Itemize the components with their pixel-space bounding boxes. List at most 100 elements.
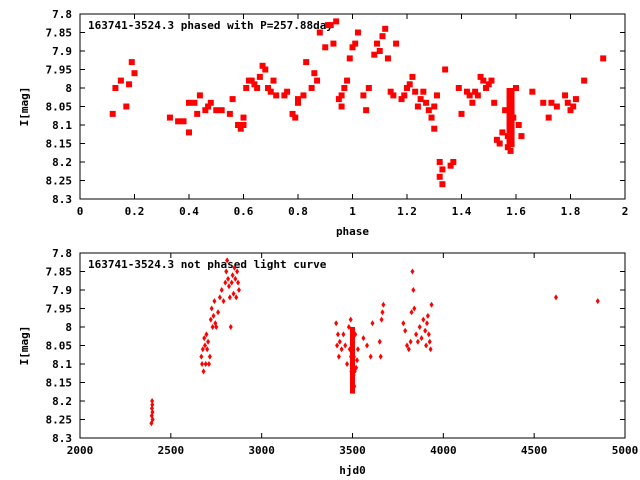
chart-1-y-tick-label: 8.15 bbox=[46, 377, 73, 390]
chart-1-data-point bbox=[350, 383, 355, 390]
chart-1-data-point bbox=[401, 320, 406, 327]
chart-0-data-point bbox=[284, 88, 291, 95]
chart-0-data-point bbox=[414, 103, 421, 110]
chart-0-data-point bbox=[483, 85, 490, 91]
chart-0-data-point bbox=[469, 99, 476, 106]
chart-0-data-point bbox=[243, 85, 250, 91]
chart-0-data-point bbox=[401, 92, 408, 99]
chart-1-data-point bbox=[199, 353, 204, 360]
chart-0-x-tick-label: 0.4 bbox=[179, 205, 199, 218]
chart-0-x-tick-label: 2 bbox=[622, 205, 629, 218]
chart-0-data-point bbox=[404, 85, 410, 91]
chart-1-y-tick-label: 7.9 bbox=[52, 284, 72, 297]
chart-1-data-point bbox=[355, 357, 360, 364]
chart-1-data-point bbox=[379, 316, 384, 323]
chart-1-data-point bbox=[150, 398, 155, 404]
chart-0-data-point bbox=[256, 73, 263, 80]
chart-1-y-tick-label: 7.8 bbox=[52, 247, 72, 260]
chart-1-data-point bbox=[377, 338, 382, 345]
chart-1-data-point bbox=[201, 368, 206, 375]
chart-0-data-point bbox=[251, 81, 258, 88]
chart-1-data-point bbox=[204, 331, 209, 338]
chart-0-data-point bbox=[240, 122, 247, 128]
chart-0-data-point bbox=[455, 85, 462, 91]
chart-0-y-tick-label: 8.1 bbox=[52, 119, 72, 132]
chart-0-data-point bbox=[273, 92, 280, 99]
chart-0-data-point bbox=[581, 77, 588, 84]
chart-0-y-axis-label: I[mag] bbox=[18, 87, 31, 127]
chart-0-x-tick-label: 0.8 bbox=[288, 205, 308, 218]
chart-1-data-point bbox=[221, 298, 226, 305]
chart-0-data-point bbox=[131, 70, 138, 77]
chart-1-y-tick-label: 8.05 bbox=[46, 340, 73, 353]
chart-0-data-point bbox=[346, 55, 353, 62]
chart-0-data-point bbox=[513, 85, 519, 91]
chart-1-data-point bbox=[339, 346, 344, 353]
chart-0-data-point bbox=[354, 29, 361, 36]
chart-0-data-point bbox=[205, 103, 212, 110]
chart-0-data-point bbox=[406, 81, 413, 88]
chart-1-data-point bbox=[212, 298, 217, 305]
chart-1-x-tick-label: 5000 bbox=[612, 444, 639, 457]
chart-0-data-point bbox=[248, 77, 255, 84]
chart-1-data-point bbox=[351, 353, 356, 360]
chart-0-data-point bbox=[384, 55, 391, 62]
chart-0-data-point bbox=[529, 88, 536, 95]
chart-0-data-point bbox=[267, 88, 274, 95]
chart-0-data-point bbox=[393, 40, 400, 47]
chart-1-data-point bbox=[370, 320, 375, 327]
chart-1-data-point bbox=[365, 342, 370, 349]
chart-1-y-axis-label: I[mag] bbox=[18, 326, 31, 366]
chart-1-data-point bbox=[210, 324, 215, 330]
chart-1-data-point bbox=[410, 268, 415, 275]
chart-1-x-tick-label: 4000 bbox=[430, 444, 457, 457]
chart-1-data-point bbox=[337, 338, 342, 345]
chart-1-data-point bbox=[228, 324, 233, 330]
chart-0-x-tick-label: 0.2 bbox=[125, 205, 145, 218]
chart-0-data-point bbox=[562, 92, 569, 99]
chart-1-data-point bbox=[414, 331, 419, 338]
chart-1-data-point bbox=[225, 257, 230, 264]
chart-1-data-point bbox=[346, 324, 351, 330]
chart-0-data-point bbox=[600, 55, 607, 62]
chart-1-y-tick-label: 7.95 bbox=[46, 303, 73, 316]
chart-1-data-point bbox=[226, 283, 231, 290]
chart-1-data-point bbox=[349, 375, 354, 382]
chart-1-data-point bbox=[334, 320, 339, 327]
chart-0-data-point bbox=[109, 110, 116, 117]
chart-0-data-point bbox=[338, 103, 345, 110]
chart-0-y-tick-label: 8 bbox=[65, 82, 72, 95]
chart-0-x-tick-label: 1.2 bbox=[397, 205, 417, 218]
chart-0-x-tick-label: 1.6 bbox=[506, 205, 526, 218]
chart-1-data-point bbox=[226, 275, 231, 282]
chart-1-data-point bbox=[231, 290, 236, 297]
chart-1-y-tick-label: 8 bbox=[65, 321, 72, 334]
chart-0-data-point bbox=[196, 92, 203, 99]
chart-1-data-point bbox=[203, 361, 208, 367]
chart-0-data-point bbox=[126, 81, 133, 88]
chart-0-data-point bbox=[344, 77, 351, 84]
chart-0-data-point bbox=[235, 122, 242, 128]
chart-0-data-point bbox=[180, 118, 187, 125]
chart-0-data-point bbox=[371, 51, 378, 58]
chart-0-data-point bbox=[491, 99, 498, 106]
chart-1-data-point bbox=[421, 316, 426, 323]
chart-1-data-point bbox=[424, 320, 429, 327]
chart-0-data-point bbox=[417, 96, 424, 103]
chart-1-data-point bbox=[415, 338, 420, 345]
chart-0-data-point bbox=[314, 77, 321, 84]
chart-1-data-point bbox=[236, 279, 241, 286]
chart-0-y-tick-label: 7.9 bbox=[52, 45, 72, 58]
chart-0-data-point bbox=[175, 118, 182, 125]
chart-0-data-point bbox=[463, 88, 470, 95]
chart-0-x-tick-label: 0 bbox=[77, 205, 84, 218]
chart-0-data-point bbox=[387, 88, 394, 95]
chart-0-data-point bbox=[496, 140, 503, 147]
chart-1-x-tick-label: 4500 bbox=[521, 444, 548, 457]
chart-0-data-point bbox=[545, 114, 552, 121]
chart-0-x-tick-label: 1.8 bbox=[561, 205, 581, 218]
chart-1-data-point bbox=[355, 346, 360, 353]
chart-1-y-tick-label: 7.85 bbox=[46, 266, 73, 279]
chart-0-data-point bbox=[436, 159, 443, 165]
chart-0-data-point bbox=[262, 66, 269, 73]
